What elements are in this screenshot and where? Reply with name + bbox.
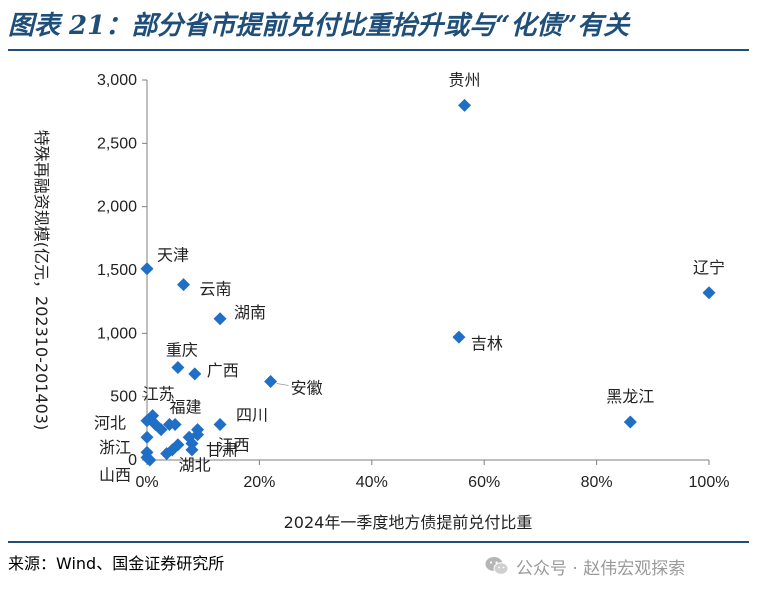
point-label: 贵州: [449, 70, 481, 89]
data-point: [623, 415, 637, 429]
data-point: [185, 443, 199, 457]
data-point: [154, 423, 168, 437]
x-tick-label: 40%: [356, 474, 388, 491]
leader-line: [276, 383, 289, 386]
point-label: 云南: [200, 280, 232, 299]
x-tick-label: 60%: [468, 474, 500, 491]
y-tick-label: 0: [128, 452, 137, 469]
point-label: 天津: [157, 246, 189, 265]
point-label: 安徽: [291, 378, 323, 397]
data-point: [140, 262, 154, 276]
point-label: 湖南: [234, 303, 266, 322]
x-tick-label: 100%: [689, 474, 730, 491]
point-label: 甘肃: [206, 441, 238, 460]
y-tick-label: 2,500: [97, 135, 137, 152]
x-tick-label: 20%: [243, 474, 275, 491]
point-label: 福建: [169, 398, 201, 417]
data-point: [458, 98, 472, 112]
data-point: [177, 278, 191, 292]
footer-rule: [8, 541, 749, 543]
data-point: [213, 312, 227, 326]
data-point: [182, 430, 196, 444]
y-tick-label: 2,000: [97, 199, 137, 216]
data-point: [213, 418, 227, 432]
source-note: 来源：Wind、国金证券研究所: [8, 554, 225, 573]
data-point: [165, 443, 179, 457]
point-label: 河北: [94, 414, 126, 433]
data-point: [191, 423, 205, 437]
data-point: [702, 286, 716, 300]
point-label: 辽宁: [693, 258, 725, 277]
point-label: 四川: [236, 406, 268, 425]
watermark: 公众号 · 赵伟宏观探索: [484, 550, 685, 582]
point-label: 浙江: [99, 438, 131, 457]
data-point: [264, 374, 278, 388]
title-rule: [8, 49, 749, 51]
point-label: 江西: [218, 436, 250, 455]
point-label: 广西: [207, 361, 239, 380]
point-label: 黑龙江: [606, 387, 654, 406]
data-point: [140, 430, 154, 444]
x-axis-title: 2024年一季度地方债提前兑付比重: [284, 513, 533, 532]
y-tick-label: 500: [110, 389, 137, 406]
watermark-text: 公众号 · 赵伟宏观探索: [516, 558, 686, 579]
data-point: [168, 418, 182, 432]
scatter-chart: 0 500 1,000 1,500 2,000 2,500 3,000 0% 20% 40% 60%…: [32, 70, 730, 532]
point-label: 江苏: [143, 385, 175, 404]
x-tick-label: 0%: [135, 474, 158, 491]
data-point: [171, 361, 185, 375]
y-tick-label: 1,000: [97, 325, 137, 342]
y-axis-title: 特殊再融资规模(亿元，202310-201403): [32, 130, 51, 430]
y-tick-label: 3,000: [97, 72, 137, 89]
point-label: 山西: [99, 465, 131, 484]
point-label: 湖北: [179, 456, 211, 475]
x-tick-label: 80%: [581, 474, 613, 491]
data-point: [452, 330, 466, 344]
data-point: [188, 367, 202, 381]
figure-title: 图表 21：部分省市提前兑付比重抬升或与“化债”有关: [8, 11, 630, 41]
data-point: [143, 453, 157, 467]
wechat-icon: [485, 557, 509, 575]
y-tick-label: 1,500: [97, 262, 137, 279]
point-label: 吉林: [471, 334, 503, 353]
point-label: 重庆: [166, 341, 198, 360]
